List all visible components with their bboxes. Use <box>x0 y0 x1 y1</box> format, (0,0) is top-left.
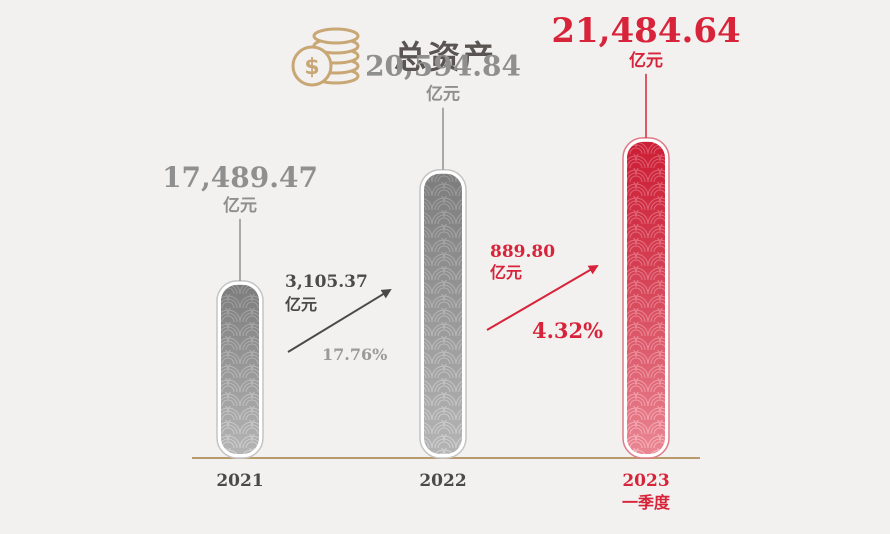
category-label: 2022 <box>419 471 466 491</box>
svg-text:$: $ <box>304 55 319 80</box>
category-label: 2021 <box>216 471 263 491</box>
growth-rate-label: 17.76% <box>322 345 387 364</box>
bar-shade <box>424 173 462 455</box>
category-label: 2023 <box>622 471 669 491</box>
category-label: 一季度 <box>622 493 671 512</box>
bar-shade <box>221 284 259 454</box>
growth-rate-label: 4.32% <box>532 318 603 343</box>
chart-header: $ 总资产 <box>288 18 496 92</box>
growth-amount-label: 889.80 <box>490 242 555 262</box>
coins-icon: $ <box>291 27 360 87</box>
growth-amount-label: 3,105.37 <box>285 272 368 292</box>
value-label: 20,594.84 <box>365 50 521 83</box>
bar-shade <box>627 141 665 454</box>
value-unit-label: 亿元 <box>223 195 257 216</box>
value-unit-label: 亿元 <box>629 50 663 71</box>
growth-arrow <box>486 264 599 331</box>
value-unit-label: 亿元 <box>426 84 460 105</box>
value-label: 17,489.47 <box>162 161 318 194</box>
growth-unit-label: 亿元 <box>285 295 317 314</box>
growth-unit-label: 亿元 <box>490 263 522 282</box>
growth-arrow <box>287 288 392 353</box>
page-title: 总资产 <box>394 38 497 76</box>
value-label: 21,484.64 <box>551 11 740 51</box>
